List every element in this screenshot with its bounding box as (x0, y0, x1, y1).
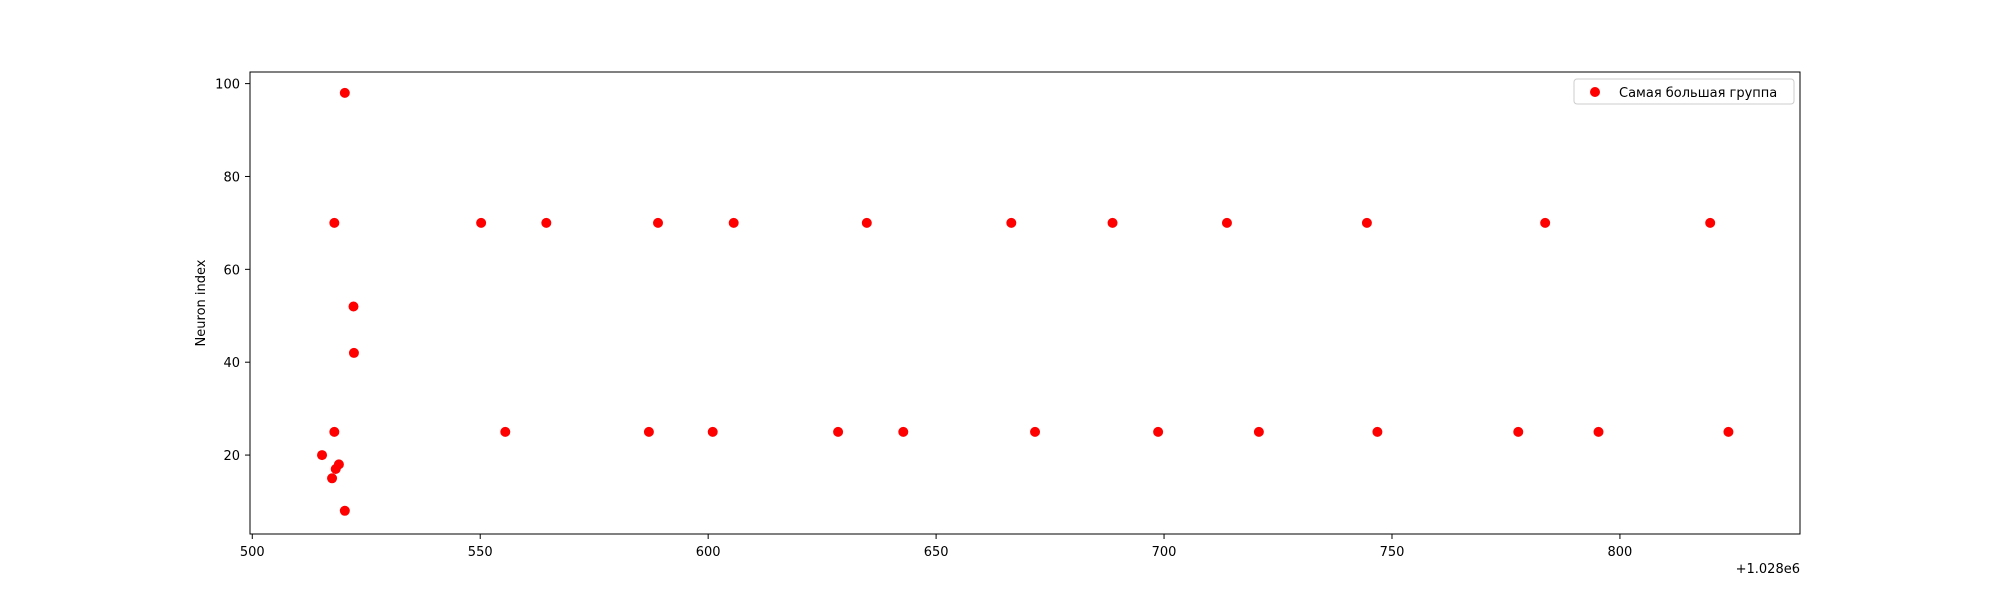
legend-box (1573, 78, 1795, 105)
data-point (653, 217, 664, 228)
data-point (1705, 217, 1716, 228)
data-point (728, 217, 739, 228)
x-tick-label: 800 (1608, 545, 1633, 560)
y-axis-ticks: 20 40 60 80 100 (215, 78, 250, 464)
data-points (317, 87, 1734, 516)
data-point (1030, 426, 1041, 437)
data-point (1361, 217, 1372, 228)
data-point (707, 426, 718, 437)
data-point (348, 347, 359, 358)
data-point (1513, 426, 1524, 437)
data-point (476, 217, 487, 228)
x-tick-label: 750 (1380, 545, 1405, 560)
y-axis-title: Neuron index (194, 259, 209, 346)
data-point (1153, 426, 1164, 437)
data-point (643, 426, 654, 437)
y-tick-label: 80 (223, 170, 240, 185)
data-point (1107, 217, 1118, 228)
x-tick-label: 650 (924, 545, 949, 560)
y-tick-label: 60 (223, 263, 240, 278)
x-tick-label: 550 (468, 545, 493, 560)
data-point (317, 450, 328, 461)
data-point (541, 217, 552, 228)
data-point (898, 426, 909, 437)
data-point (500, 426, 511, 437)
data-point (329, 426, 340, 437)
data-point (1593, 426, 1604, 437)
data-point (1253, 426, 1264, 437)
y-tick-label: 20 (223, 449, 240, 464)
x-tick-label: 500 (240, 545, 265, 560)
data-point (1723, 426, 1734, 437)
data-point (1540, 217, 1551, 228)
legend-marker (1590, 87, 1600, 97)
legend-label: Самая большая группа (1619, 86, 1777, 101)
legend: Самая большая группа (1573, 78, 1795, 105)
data-point (333, 459, 344, 470)
x-tick-label: 700 (1152, 545, 1177, 560)
data-point (339, 505, 350, 516)
x-axis-offset-label: +1.028e6 (1736, 562, 1800, 577)
data-point (327, 473, 338, 484)
data-point (348, 301, 359, 312)
data-point (1006, 217, 1017, 228)
data-point (1221, 217, 1232, 228)
data-point (1372, 426, 1383, 437)
x-axis-ticks: 500 550 600 650 700 750 800 (240, 534, 1632, 560)
x-tick-label: 600 (696, 545, 721, 560)
data-point (833, 426, 844, 437)
data-point (861, 217, 872, 228)
plot-area-frame (249, 71, 1801, 535)
y-tick-label: 40 (223, 356, 240, 371)
data-point (329, 217, 340, 228)
y-tick-label: 100 (215, 78, 240, 93)
data-point (339, 87, 350, 98)
